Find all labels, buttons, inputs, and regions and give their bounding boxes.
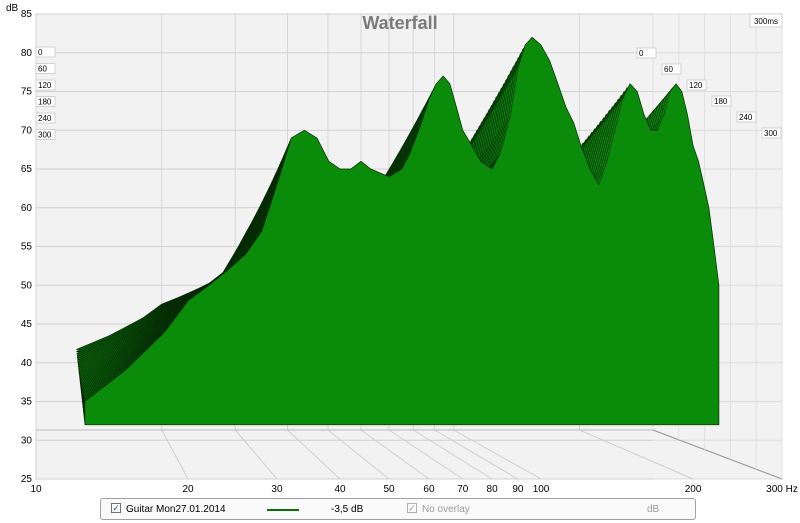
waterfall-slices [76,36,720,426]
time-tick-label-left: 180 [38,98,52,107]
series-line-swatch [267,509,299,511]
overlay-checkbox[interactable]: ✓ [407,503,417,513]
y-tick-label: 85 [21,9,33,20]
time-tick-label-left: 60 [38,65,47,74]
y-tick-label: 80 [21,48,33,59]
x-tick-label: 300 Hz [766,484,798,495]
x-tick-label: 20 [182,484,194,495]
chart-title: Waterfall [362,13,437,33]
y-tick-label: 60 [21,203,33,214]
legend-bar: ✓ Guitar Mon27.01.2014 -3,5 dB ✓ No over… [100,498,696,520]
time-tick-label-right: 120 [689,81,703,90]
time-tick-label-right: 0 [639,49,644,58]
y-tick-label: 70 [21,125,33,136]
time-tick-label-right: 60 [664,65,673,74]
series-name: Guitar Mon27.01.2014 [126,504,226,515]
y-tick-label: 50 [21,280,33,291]
x-axis: 10 20 30 40 50 60 70 80 90 100 200 300 Hz [30,484,797,495]
time-tick-label-left: 300 [38,131,52,140]
time-tick-label-left: 120 [38,81,52,90]
x-tick-label: 80 [487,484,499,495]
overlay-unit: dB [647,504,660,515]
y-tick-label: 65 [21,164,33,175]
time-tick-label-right: 180 [714,97,728,106]
x-tick-label: 70 [457,484,469,495]
x-tick-label: 50 [383,484,395,495]
time-tick-label-left: 0 [38,48,43,57]
time-tick-label-right: 240 [739,113,753,122]
x-tick-label: 40 [334,484,346,495]
x-tick-label: 60 [423,484,435,495]
time-unit-label: 300ms [754,17,778,26]
y-axis-label: dB [6,3,19,14]
time-tick-label-left: 240 [38,114,52,123]
x-tick-label: 100 [533,484,550,495]
time-tick-label-right: 300 [764,129,778,138]
y-tick-label: 25 [21,474,33,485]
waterfall-slice [84,36,720,426]
time-axis: 0 0 60 60 120 120 180 180 240 240 300 300 300ms [35,13,783,140]
y-tick-label: 75 [21,87,33,98]
waterfall-chart: 85 80 75 70 65 60 55 50 45 40 35 30 25 10 20 30 40 50 60 7… [6,3,798,495]
y-axis: 85 80 75 70 65 60 55 50 45 40 35 30 25 [21,9,33,485]
x-tick-label: 90 [512,484,524,495]
series-checkbox[interactable]: ✓ [111,503,121,513]
y-tick-label: 40 [21,358,33,369]
y-tick-label: 30 [21,435,33,446]
x-tick-label: 200 [685,484,702,495]
x-tick-label: 10 [30,484,42,495]
y-tick-label: 35 [21,397,33,408]
y-tick-label: 45 [21,319,33,330]
overlay-label: No overlay [422,504,470,515]
y-tick-label: 55 [21,242,33,253]
x-tick-label: 30 [271,484,283,495]
offset-value: -3,5 dB [331,504,364,515]
